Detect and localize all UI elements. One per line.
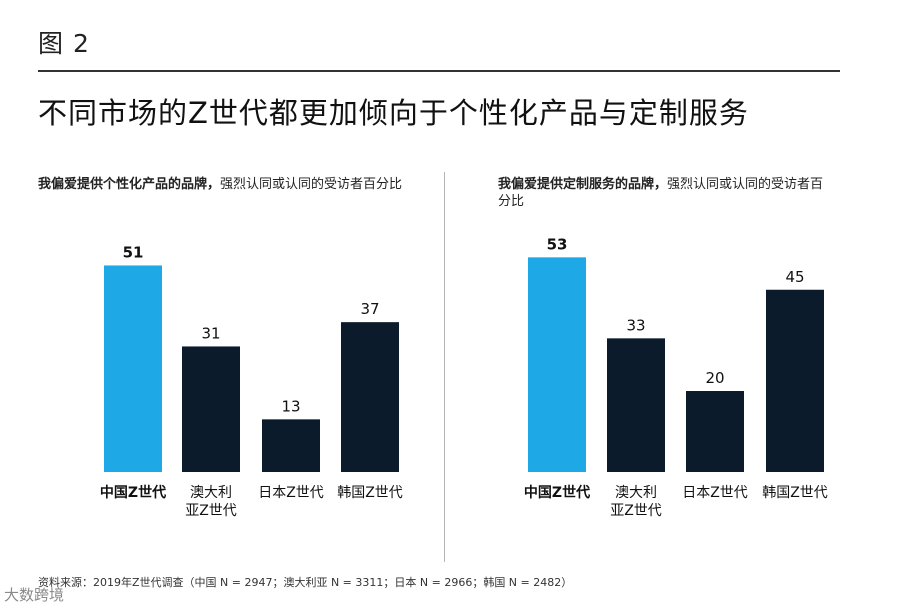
figure-label: 图 2 — [38, 29, 90, 58]
chart-2-category-label-1: 中国Z世代 — [523, 485, 591, 501]
chart-2-value-label-2: 33 — [626, 316, 645, 334]
header-rule — [38, 70, 840, 72]
chart-1-value-label-2: 31 — [201, 324, 220, 342]
chart-1-title-rest: 强烈认同或认同的受访者百分比 — [220, 177, 403, 192]
chart-1-bar-3 — [262, 419, 320, 472]
chart-1-category-label-1: 中国Z世代 — [99, 485, 167, 501]
page-title: 不同市场的Z世代都更加倾向于个性化产品与定制服务 — [38, 96, 749, 130]
chart-1-bar-4 — [341, 322, 399, 472]
chart-1-title-bold: 我偏爱提供个性化产品的品牌， — [38, 177, 221, 192]
chart-2-value-label-3: 20 — [705, 369, 724, 387]
chart-2-bar-3 — [686, 391, 744, 472]
chart-2-value-label-4: 45 — [785, 268, 804, 286]
chart-1-title: 我偏爱提供个性化产品的品牌，强烈认同或认同的受访者百分比 — [38, 176, 408, 193]
chart-divider — [444, 172, 445, 562]
chart-2-value-label-1: 53 — [547, 235, 568, 253]
chart-1-category-label-3: 日本Z世代 — [258, 485, 324, 501]
chart-1-bar-2 — [182, 346, 240, 472]
chart-2-category-label-2: 澳大利 亚Z世代 — [610, 485, 662, 519]
source-note: 资料来源：2019年Z世代调查（中国 N = 2947；澳大利亚 N = 331… — [38, 576, 573, 589]
chart-2-bar-1 — [528, 257, 586, 472]
chart-1-value-label-1: 51 — [123, 243, 144, 261]
chart-2-category-label-4: 韩国Z世代 — [762, 485, 828, 501]
chart-2-title-rest: 强烈认同或认同的受访者百分比 — [498, 177, 824, 209]
chart-1-value-label-3: 13 — [281, 397, 300, 415]
watermark: 大数跨境 — [4, 586, 65, 604]
chart-2-category-label-3: 日本Z世代 — [682, 485, 748, 501]
chart-2-bar-4 — [766, 289, 824, 472]
chart-1-category-label-2: 澳大利 亚Z世代 — [185, 485, 237, 519]
chart-1-value-label-4: 37 — [360, 300, 379, 318]
chart-1-category-label-4: 韩国Z世代 — [337, 485, 403, 501]
chart-2-title-bold: 我偏爱提供定制服务的品牌， — [498, 177, 668, 192]
chart-2-bar-2 — [607, 338, 665, 472]
chart-2-title: 我偏爱提供定制服务的品牌，强烈认同或认同的受访者百分比 — [498, 176, 828, 210]
chart-1-bar-1 — [104, 265, 162, 472]
